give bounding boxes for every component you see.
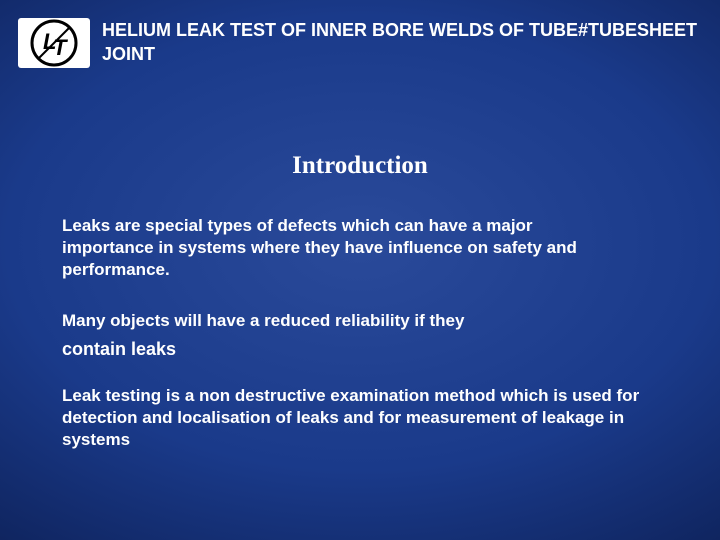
section-title: Introduction	[292, 152, 428, 180]
body-paragraph: Many objects will have a reduced reliabi…	[62, 310, 622, 332]
lt-logo-icon: L T	[30, 19, 78, 67]
company-logo: L T	[18, 18, 90, 68]
svg-text:T: T	[53, 35, 68, 60]
slide-header: L T HELIUM LEAK TEST OF INNER BORE WELDS…	[18, 18, 702, 68]
body-paragraph: Leak testing is a non destructive examin…	[62, 385, 642, 451]
body-paragraph: contain leaks	[62, 338, 622, 361]
body-paragraph: Leaks are special types of defects which…	[62, 215, 622, 281]
slide-header-title: HELIUM LEAK TEST OF INNER BORE WELDS OF …	[102, 18, 702, 67]
